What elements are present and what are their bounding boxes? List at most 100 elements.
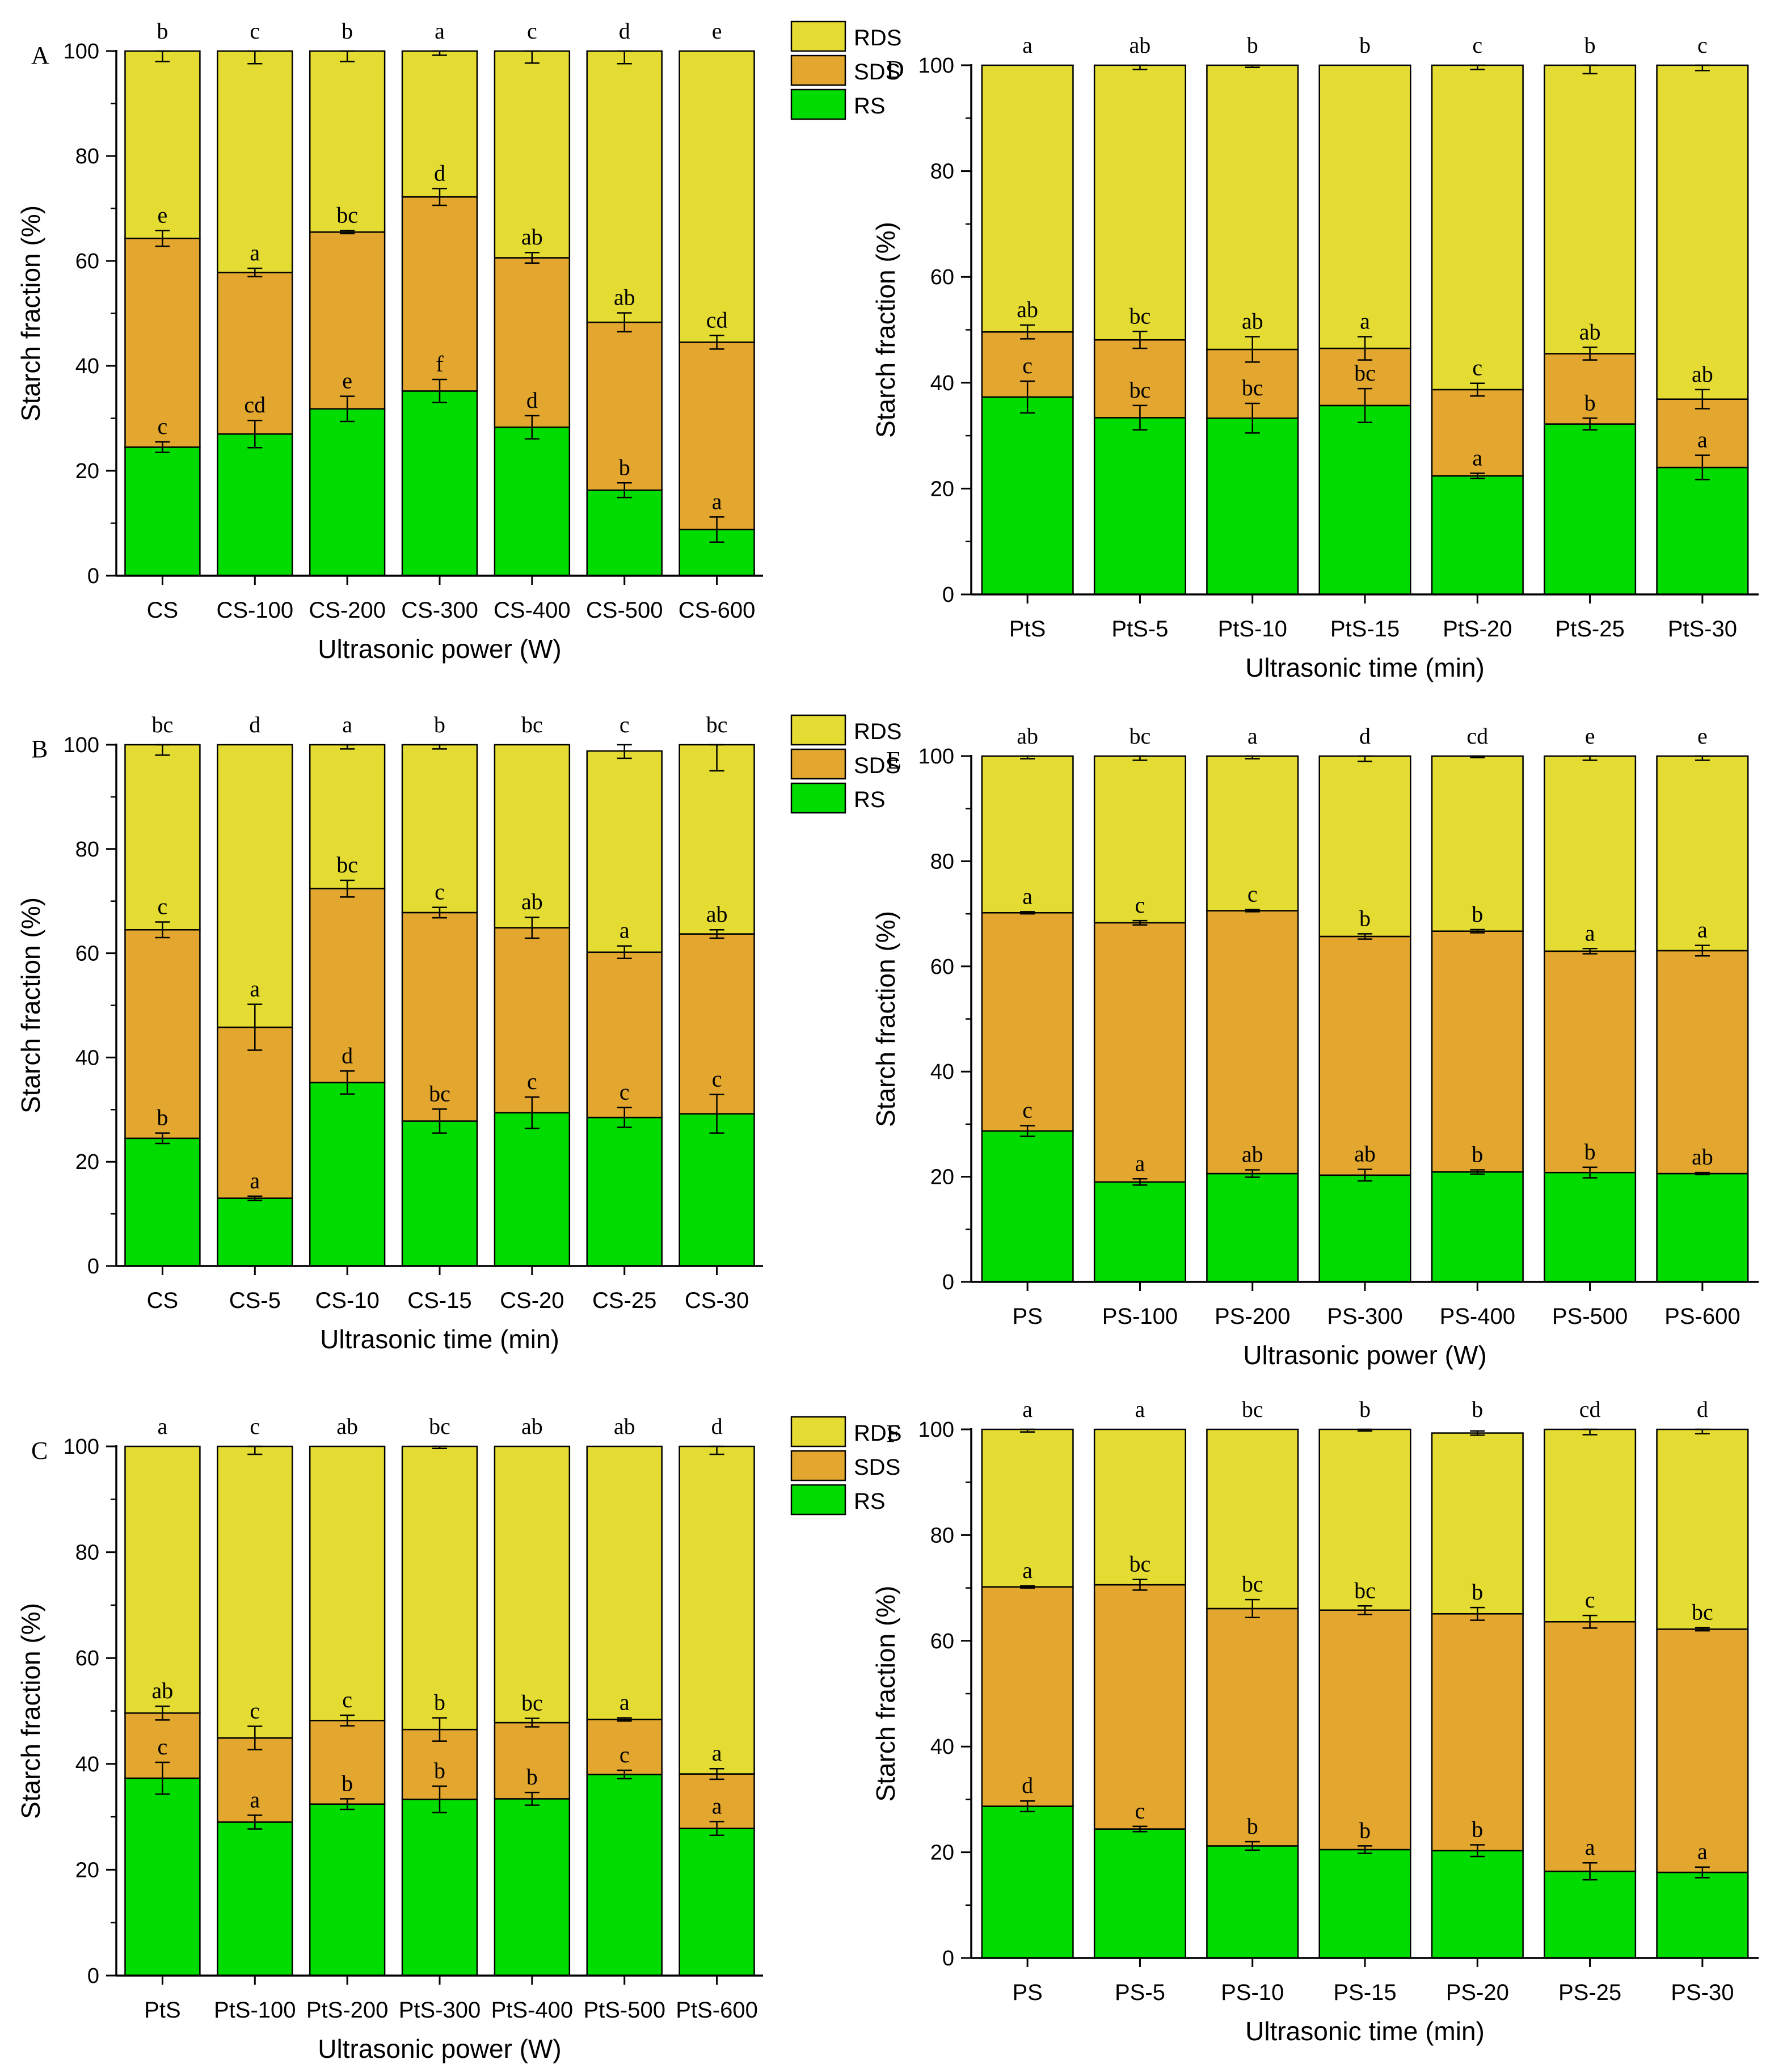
x-tick-label: PtS-600 [676, 1998, 758, 2023]
x-tick-label: CS [147, 1288, 179, 1313]
bar-sds [1656, 950, 1749, 1175]
y-tick-label: 100 [918, 745, 954, 769]
bar-rds [586, 1445, 663, 1720]
significance-letter: bc [336, 852, 358, 877]
significance-letter: ab [521, 889, 543, 914]
significance-letter: c [620, 1079, 630, 1105]
significance-letter: c [712, 1066, 722, 1092]
significance-letter: b [1472, 1142, 1483, 1167]
y-tick-label: 0 [87, 1964, 99, 1988]
bar-sds [1544, 1621, 1637, 1872]
bar-sds [678, 1773, 755, 1829]
y-tick-label: 0 [942, 583, 954, 607]
y-axis-label: Starch fraction (%) [16, 897, 45, 1113]
significance-letter: bc [1242, 1571, 1263, 1597]
y-tick-label: 20 [930, 1166, 954, 1189]
y-tick-label: 20 [930, 477, 954, 501]
bar-rs [1206, 417, 1299, 596]
significance-letter: b [342, 1770, 353, 1796]
x-tick-label: PS-500 [1552, 1304, 1628, 1329]
x-tick-label: PS [1012, 1980, 1042, 2005]
bar-sds [309, 1720, 386, 1805]
bar-rds [586, 50, 663, 323]
significance-letter: cd [706, 307, 728, 332]
x-tick-label: PS-100 [1102, 1304, 1178, 1329]
significance-letter: a [250, 1168, 260, 1193]
bar-rds [401, 50, 478, 198]
significance-letter: ab [614, 1413, 635, 1439]
significance-letter: ab [1130, 32, 1151, 58]
panel-label: F [886, 1420, 900, 1448]
bar-rs [1206, 1172, 1299, 1283]
x-tick-label: PtS-5 [1111, 617, 1168, 642]
significance-letter: a [435, 18, 445, 44]
bar-rs [1093, 1181, 1186, 1283]
bar-sds [124, 237, 201, 448]
y-tick-label: 60 [75, 942, 99, 966]
significance-letter: b [434, 712, 445, 737]
x-tick-label: PtS-25 [1555, 617, 1624, 642]
bar-rds [1093, 1428, 1186, 1586]
significance-letter: b [434, 1690, 445, 1715]
significance-letter: b [1359, 1396, 1371, 1422]
legend-swatch-rds [790, 1416, 846, 1448]
bar-rs [1318, 1849, 1411, 1959]
significance-letter: bc [521, 712, 543, 737]
significance-letter: a [342, 712, 352, 737]
significance-letter: b [434, 1758, 445, 1783]
significance-letter: cd [1579, 1396, 1601, 1422]
y-tick-label: 60 [930, 955, 954, 979]
bar-rds [1656, 64, 1749, 400]
significance-letter: c [1585, 1587, 1595, 1613]
significance-letter: a [1697, 917, 1708, 943]
x-tick-label: PS-400 [1440, 1304, 1515, 1329]
bar-rs [1656, 1172, 1749, 1283]
significance-letter: bc [1242, 1396, 1263, 1422]
x-tick-label: PtS-500 [583, 1998, 665, 2023]
significance-letter: bc [706, 712, 728, 737]
significance-letter: a [1248, 723, 1258, 749]
y-tick-label: 100 [918, 1418, 954, 1442]
significance-letter: b [1359, 1817, 1371, 1843]
bar-sds [1206, 910, 1299, 1175]
x-tick-label: PS-200 [1215, 1304, 1290, 1329]
bar-sds [1544, 353, 1637, 425]
y-tick-label: 80 [75, 145, 99, 168]
significance-letter: a [1360, 309, 1370, 334]
bar-rds [494, 1445, 571, 1724]
bar-rs [401, 1120, 478, 1267]
bar-rs [401, 1799, 478, 1977]
y-axis-label: Starch fraction (%) [871, 1586, 900, 1802]
bar-sds [981, 1586, 1074, 1807]
x-tick-label: CS [147, 598, 179, 623]
significance-letter: b [1359, 905, 1371, 931]
legend-label-sds: SDS [854, 1455, 900, 1480]
bar-sds [124, 929, 201, 1140]
bar-rds [124, 50, 201, 239]
x-axis-label: Ultrasonic time (min) [320, 1324, 559, 1354]
y-tick-label: 60 [930, 265, 954, 289]
bar-sds [494, 927, 571, 1114]
x-tick-label: PtS-20 [1443, 617, 1512, 642]
bar-rds [1206, 64, 1299, 351]
x-tick-label: PS-30 [1671, 1980, 1734, 2005]
significance-letter: a [712, 488, 722, 514]
significance-letter: b [1472, 1817, 1483, 1842]
significance-letter: ab [521, 1413, 543, 1439]
significance-letter: ab [1017, 723, 1038, 749]
bar-rs [494, 426, 571, 577]
bar-rds [309, 1445, 386, 1721]
chart-panel-f: Fd a a PS c bc a PS-5 b bc bc PS-10 b bc b PS-15 b b b PS-2… [871, 1396, 1759, 2046]
bar-sds [1093, 922, 1186, 1183]
significance-letter: c [527, 1069, 537, 1094]
significance-letter: d [1022, 1773, 1033, 1798]
significance-letter: b [1584, 390, 1596, 415]
x-axis-label: Ultrasonic power (W) [318, 634, 561, 664]
significance-letter: a [1472, 445, 1482, 470]
significance-letter: bc [1130, 723, 1151, 749]
y-tick-label: 0 [87, 564, 99, 588]
significance-letter: e [1585, 723, 1595, 749]
bar-rs [1206, 1845, 1299, 1959]
bar-sds [678, 933, 755, 1115]
significance-letter: bc [152, 712, 174, 737]
